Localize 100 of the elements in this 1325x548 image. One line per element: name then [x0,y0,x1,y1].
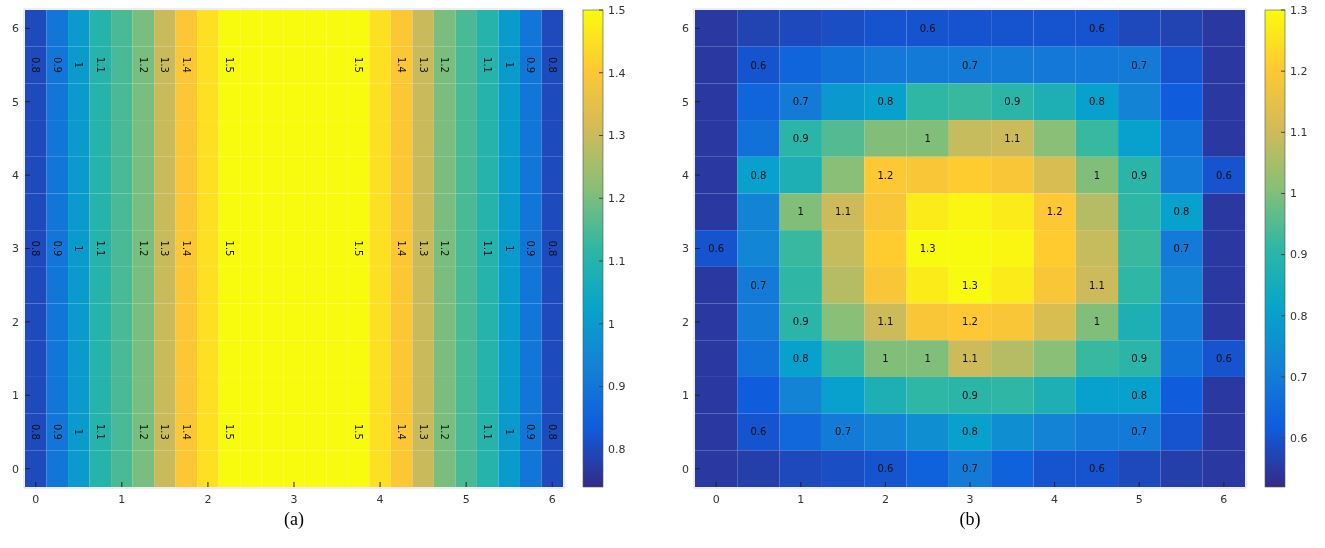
data-label: 1 [924,353,931,365]
data-label: 1.5 [223,424,235,440]
y-tick-label: 5 [682,95,689,109]
data-label: 1.2 [439,57,451,73]
data-label: 1 [797,206,804,218]
x-tick-label: 0 [712,493,720,506]
data-label: 0.7 [1131,59,1148,71]
data-label: 0.8 [792,353,809,365]
color-bar-label: 0.9 [608,380,626,394]
data-label: 1.1 [482,240,494,257]
data-label: 0.8 [30,240,42,257]
data-label: 0.8 [877,96,894,108]
data-label: 1 [73,245,85,252]
y-tick-label: 4 [12,168,19,182]
data-label: 1.2 [1046,206,1063,218]
data-label: 0.6 [1088,22,1105,34]
data-label: 1 [1093,316,1101,328]
data-label: 1.1 [94,57,106,73]
data-label: 1.4 [180,57,192,73]
data-label: 0.8 [1088,96,1105,108]
data-label: 0.8 [546,57,558,73]
data-label: 1 [924,132,931,144]
x-tick-label: 4 [376,493,384,506]
data-label: 1.3 [159,57,171,73]
data-label: 1.3 [159,240,171,257]
x-tick-label: 1 [797,493,805,506]
y-tick-label: 4 [682,168,689,182]
color-bar-label: 0.6 [1290,431,1308,445]
data-label: 0.9 [1004,96,1021,108]
data-label: 0.8 [30,424,42,440]
x-tick-label: 3 [290,493,298,506]
data-label: 1.4 [396,57,408,73]
y-tick-label: 2 [12,315,19,329]
data-label: 1.3 [159,424,171,440]
data-label: 1.1 [877,316,894,328]
data-label: 0.6 [1215,353,1232,365]
x-tick-label: 4 [1051,493,1059,506]
x-tick-label: 5 [462,493,470,506]
data-label: 0.7 [1131,426,1148,438]
y-tick-label: 0 [682,462,689,476]
data-label: 1.1 [94,424,106,440]
data-label: 1 [882,353,889,365]
color-bar-label: 1.2 [608,192,626,206]
y-tick-label: 6 [682,22,689,36]
data-label: 0.9 [962,389,978,401]
data-label: 0.9 [525,240,537,257]
data-label: 1.5 [223,57,235,73]
color-bar-label: 1.1 [1290,126,1308,140]
data-label: 0.9 [525,57,537,73]
data-label: 1.5 [353,57,365,73]
color-bar-label: 0.9 [1290,248,1308,262]
data-label: 1.2 [962,316,978,328]
data-label: 1.4 [180,240,192,257]
data-label: 1.4 [180,424,192,440]
color-bar-label: 1 [1290,187,1297,201]
data-label: 0.9 [792,316,809,328]
data-label: 0.6 [919,22,936,34]
data-label: 1.1 [835,206,852,218]
y-tick-label: 1 [682,389,689,403]
data-label: 0.9 [1131,169,1148,181]
data-label: 0.9 [51,424,63,440]
y-tick-label: 1 [12,389,19,403]
data-label: 0.7 [792,96,809,108]
data-label: 0.7 [962,59,978,71]
data-label: 0.6 [750,426,767,438]
y-tick-label: 3 [682,242,689,256]
data-label: 0.8 [30,57,42,73]
data-label: 1.2 [439,240,451,257]
data-label: 1.1 [94,240,106,257]
color-bar-label: 1.4 [608,66,626,80]
data-label: 1.1 [1004,132,1021,144]
data-label: 1.2 [137,424,149,440]
data-label: 0.7 [750,279,767,291]
data-label: 0.8 [750,169,767,181]
x-tick-label: 2 [881,493,889,506]
data-label: 1 [503,428,515,436]
data-label: 1.3 [417,240,429,257]
data-label: 1.4 [396,424,408,440]
data-label: 1.3 [417,57,429,73]
color-bar-label: 1 [608,317,615,331]
color-bar-label: 0.8 [608,443,626,457]
text: (a) [284,509,304,530]
color-bar-label: 1.5 [608,3,626,17]
y-tick-label: 0 [12,462,19,476]
data-label: 1.5 [223,240,235,257]
data-label: 1.2 [877,169,894,181]
data-label: 0.7 [1173,243,1190,254]
color-bar-label: 0.7 [1290,370,1308,384]
data-label: 1.2 [137,57,149,73]
data-label: 0.8 [962,426,978,438]
data-label: 0.9 [51,240,63,257]
data-label: 1.3 [417,424,429,440]
data-label: 1.1 [1088,279,1105,291]
data-label: 0.6 [750,59,767,71]
color-bar-label: 1.3 [608,129,626,143]
x-tick-label: 5 [1135,493,1143,506]
data-label: 1.5 [353,424,365,440]
data-label: 1.4 [396,240,408,257]
x-tick-label: 6 [1220,493,1228,506]
data-label: 0.6 [877,463,894,475]
